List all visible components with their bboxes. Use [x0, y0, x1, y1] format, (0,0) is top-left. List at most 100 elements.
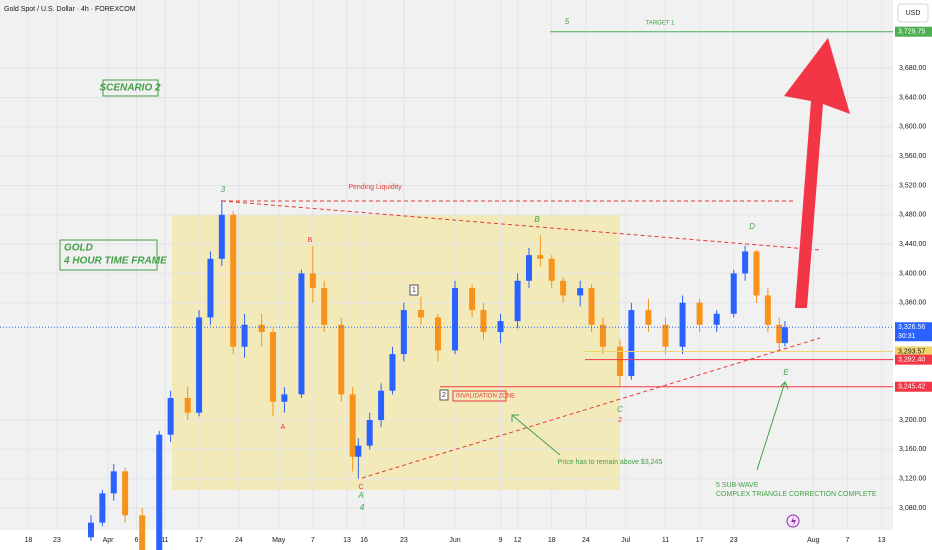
candle-body	[309, 273, 316, 289]
price-axis	[893, 0, 932, 550]
candle-body	[548, 258, 555, 281]
wave-label: A	[281, 424, 286, 431]
candle-body	[270, 332, 277, 402]
candle-body	[776, 324, 783, 344]
x-tick-label: 7	[846, 537, 850, 544]
candle-body	[713, 313, 720, 325]
candle-body	[400, 310, 407, 355]
annotation: GOLD	[64, 243, 93, 254]
candle-body	[321, 288, 328, 325]
currency[interactable]: USD	[906, 10, 921, 17]
triangle-lower	[361, 337, 821, 479]
price-tag	[895, 346, 932, 357]
candle-body	[349, 394, 356, 457]
wave-box	[439, 389, 449, 401]
candle-body	[389, 354, 396, 391]
box	[59, 239, 158, 271]
x-tick-label: Apr	[103, 537, 115, 544]
candle-body	[469, 288, 476, 311]
candle-body	[167, 398, 174, 435]
x-tick-label: 11	[662, 537, 669, 544]
y-tick-label: 3,120.00	[899, 476, 926, 483]
price-tag-label: 3,245.42	[898, 384, 925, 391]
candle-body	[156, 434, 163, 550]
note-arrow	[511, 414, 561, 456]
candle-body	[230, 214, 237, 347]
target-arrow	[784, 38, 850, 308]
candle-body	[588, 288, 595, 325]
x-tick-label: 24	[582, 537, 590, 544]
candle-body	[525, 255, 532, 281]
annotation: 4 HOUR TIME FRAME	[63, 256, 167, 267]
y-tick-label: 3,360.00	[899, 300, 926, 307]
y-tick-label: 3,480.00	[899, 212, 926, 219]
candle-body	[366, 420, 373, 446]
x-tick-label: Jun	[449, 537, 460, 544]
x-tick-label: 11	[161, 537, 168, 544]
candle-body	[679, 302, 686, 347]
x-tick-label: 23	[400, 537, 408, 544]
candle-body	[99, 493, 106, 523]
time-axis	[0, 530, 893, 550]
annotation: Pending Liquidity	[348, 184, 402, 191]
x-tick-label: 7	[311, 537, 315, 544]
annotation: 5 SUB-WAVE	[716, 482, 759, 489]
candle-body	[730, 273, 737, 314]
candle-body	[662, 324, 669, 347]
x-tick-label: 23	[53, 537, 61, 544]
y-tick-label: 3,560.00	[899, 153, 926, 160]
annotation: Price has to remain above $3,245	[558, 459, 663, 466]
candle-body	[742, 251, 749, 274]
annotation: TARGET 1	[646, 21, 675, 27]
currency-button[interactable]	[897, 3, 929, 23]
candle-body	[281, 394, 288, 402]
wave-label: E	[783, 368, 789, 377]
candle-body	[241, 324, 248, 347]
x-tick-label: 13	[343, 537, 351, 544]
candle-body	[452, 288, 459, 351]
candle-body	[781, 327, 788, 344]
y-tick-label: 3,680.00	[899, 65, 926, 72]
note-arrow	[756, 381, 786, 471]
wave-label: A	[357, 491, 363, 500]
triangle-upper	[221, 200, 821, 251]
box	[452, 390, 507, 402]
candle-body	[480, 310, 487, 333]
x-tick-label: 6	[135, 537, 139, 544]
candle-body	[417, 310, 424, 318]
wave-label: C	[358, 484, 363, 491]
candle-body	[434, 317, 441, 351]
candle-body	[218, 214, 225, 259]
x-tick-label: 13	[878, 537, 886, 544]
candle-body	[355, 445, 362, 457]
candle-body	[616, 346, 623, 377]
wave-label: 3	[221, 185, 226, 194]
wave-label: 2	[442, 392, 446, 399]
box	[102, 79, 159, 97]
range-box	[172, 215, 620, 490]
wave-label: 5	[565, 17, 570, 26]
candle-body	[258, 324, 265, 333]
y-tick-label: 3,440.00	[899, 241, 926, 248]
candle-body	[560, 280, 567, 296]
x-tick-label: 17	[195, 537, 203, 544]
annotation: SCENARIO 2	[99, 83, 161, 94]
candle-body	[514, 280, 521, 322]
candle-body	[298, 273, 305, 395]
candle-body	[537, 255, 544, 259]
candle-body	[753, 251, 760, 296]
x-tick-label: 23	[730, 537, 738, 544]
y-tick-label: 3,640.00	[899, 94, 926, 101]
price-tag-label: 3,326.56	[898, 324, 925, 331]
wave-label: D	[749, 222, 755, 231]
price-tag-label: 3,293.57	[898, 348, 925, 355]
wave-label: B	[308, 237, 313, 244]
candle-body	[139, 515, 146, 550]
candle-body	[378, 390, 385, 421]
candle-body	[696, 302, 703, 325]
wave-box	[409, 284, 419, 296]
annotation: INVALIDATION ZONE	[456, 394, 515, 400]
price-tag	[895, 26, 932, 37]
y-tick-label: 3,400.00	[899, 270, 926, 277]
